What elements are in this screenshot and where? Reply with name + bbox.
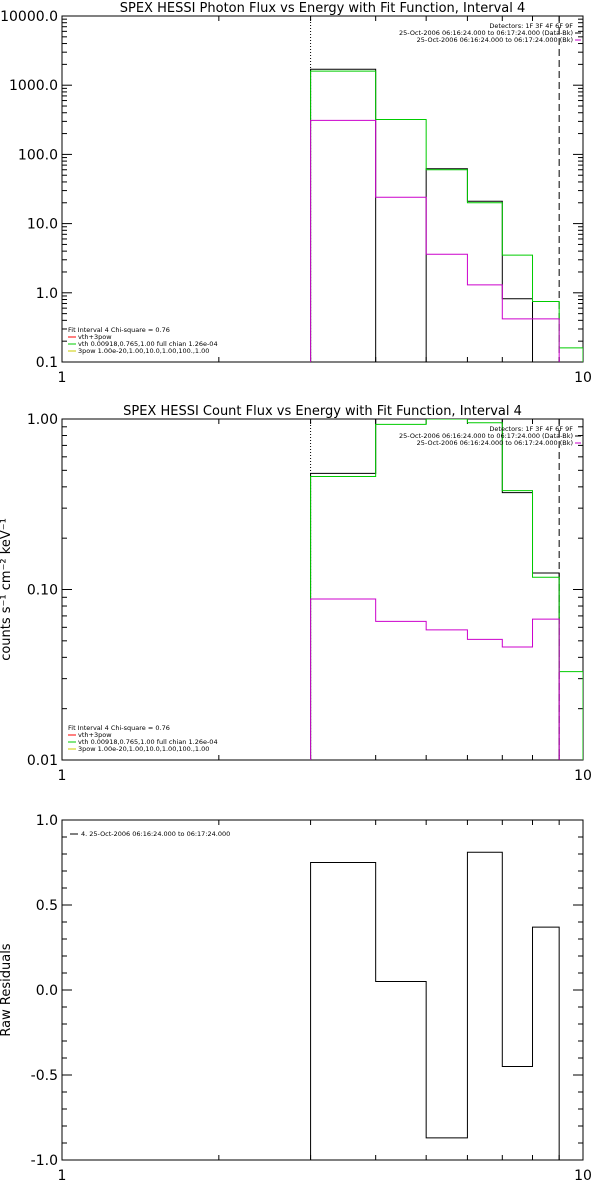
legend-bottom-entry: vth+3pow [78,731,112,739]
legend-bottom-entry: vth+3pow [78,333,112,341]
plot-frame [61,15,584,363]
legend-bottom-entry: 3pow 1.00e-20,1.00,10.0,1.00,100.,1.00 [78,745,209,753]
y-tick-label: 100.0 [18,147,58,163]
x-tick-label: 1 [58,370,67,386]
legend-bottom-entry: Fit Interval 4 Chi-square = 0.76 [68,724,170,732]
series-2-histogram [310,419,583,760]
y-tick-label: 0.1 [36,355,58,371]
x-tick-label: 1 [58,768,67,784]
legend-entry: 4. 25-Oct-2006 06:16:24.000 to 06:17:24.… [81,830,230,838]
y-tick-label: 0.10 [27,583,58,599]
y-tick-label: -0.5 [31,1068,58,1084]
series-3-histogram [310,598,560,760]
y-tick-label: 1.0 [36,813,58,829]
chart-title: SPEX HESSI Count Flux vs Energy with Fit… [123,404,522,419]
legend-top-entry: 25-Oct-2006 06:16:24.000 to 06:17:24.000… [399,432,573,440]
legend-bottom-left: Fit Interval 4 Chi-square = 0.76vth+3pow… [68,326,218,355]
x-tick-label: 10 [574,768,592,784]
panel-2: SPEX HESSI Count Flux vs Energy with Fit… [0,404,592,784]
legend-bottom-entry: vth 0.00918,0.765,1.00 full chian 1.26e-… [78,340,218,348]
series-2-histogram [310,70,583,362]
y-axis-label: Raw Residuals [0,943,14,1036]
y-tick-label: 0.0 [36,983,58,999]
x-tick-label: 10 [574,370,592,386]
series-1-histogram [310,68,534,362]
series-1-histogram [310,419,560,760]
series-1-histogram [310,851,560,1160]
legend-bottom-entry: vth 0.00918,0.765,1.00 full chian 1.26e-… [78,738,218,746]
y-tick-label: 10000.0 [0,9,58,25]
y-axis-label: counts s⁻¹ cm⁻² keV⁻¹ [0,518,14,661]
x-tick-label: 10 [574,1168,592,1184]
series-3-histogram [310,119,560,362]
series-group [310,419,583,760]
chart-title: SPEX HESSI Photon Flux vs Energy with Fi… [120,1,526,16]
y-tick-label: 1000.0 [9,78,58,94]
legend-top-entry: 25-Oct-2006 06:16:24.000 to 06:17:24.000… [399,29,573,37]
legend-bottom-entry: 3pow 1.00e-20,1.00,10.0,1.00,100.,1.00 [78,347,209,355]
legend-top-entry: Detectors: 1F 3F 4F 6F 9F [489,22,573,30]
panel-1: SPEX HESSI Photon Flux vs Energy with Fi… [0,1,592,386]
legend-bottom-entry: Fit Interval 4 Chi-square = 0.76 [68,326,170,334]
series-group [310,851,560,1160]
legend-top-entry: Detectors: 1F 3F 4F 6F 9F [489,425,573,433]
x-tick-label: 1 [58,1168,67,1184]
y-tick-label: 1.0 [36,286,58,302]
y-tick-label: 0.5 [36,898,58,914]
y-tick-label: 0.01 [27,753,58,769]
series-group [310,68,583,362]
y-tick-label: -1.0 [31,1153,58,1169]
legend-top-entry: 25-Oct-2006 06:16:24.000 to 06:17:24.000… [417,36,573,44]
y-tick-label: 1.00 [27,412,58,428]
plot-frame [61,819,584,1161]
panel-3: 1 10 -1.0 -0.5 0.0 0.5 1.0 Raw Residuals 4. 25-O… [0,813,592,1184]
legend-top-entry: 25-Oct-2006 06:16:24.000 to 06:17:24.000… [417,439,573,447]
legend-bottom-left: Fit Interval 4 Chi-square = 0.76vth+3pow… [68,724,218,753]
y-tick-label: 10.0 [27,217,58,233]
plot-frame [61,418,584,761]
